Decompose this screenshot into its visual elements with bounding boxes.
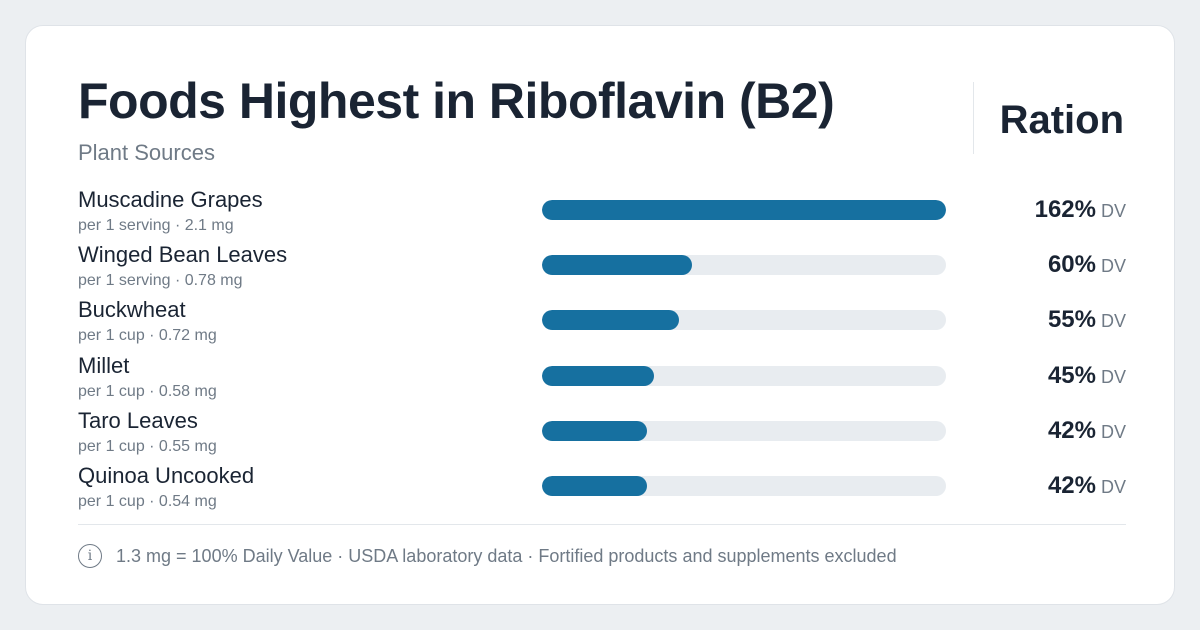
bar-row: Muscadine Grapes per 1 serving · 2.1 mg 16… <box>78 186 1126 241</box>
food-name: Muscadine Grapes <box>78 187 263 212</box>
food-serving-detail: per 1 cup · 0.58 mg <box>78 382 217 400</box>
footer-divider <box>78 524 1126 525</box>
chart-card: Foods Highest in Riboflavin (B2) Plant S… <box>25 25 1175 605</box>
value-label: 42% DV <box>1048 417 1126 445</box>
page-subtitle: Plant Sources <box>78 140 215 165</box>
percent-value: 42% <box>1047 416 1096 444</box>
bar-row: Quinoa Uncooked per 1 cup · 0.54 mg 42% DV <box>78 462 1126 517</box>
bar-row: Taro Leaves per 1 cup · 0.55 mg 42% DV <box>78 407 1126 462</box>
page-title: Foods Highest in Riboflavin (B2) <box>78 73 835 129</box>
value-label: 162% DV <box>1035 196 1126 224</box>
bar <box>542 255 692 276</box>
percent-value: 45% <box>1047 361 1096 389</box>
bar-list: Muscadine Grapes per 1 serving · 2.1 mg 16… <box>78 186 1126 517</box>
bar-track <box>542 255 946 276</box>
value-label: 42% DV <box>1048 472 1126 500</box>
header-divider <box>973 82 974 154</box>
bar-row: Winged Bean Leaves per 1 serving · 0.78 m… <box>78 241 1126 296</box>
food-serving-detail: per 1 cup · 0.55 mg <box>78 437 217 455</box>
bar <box>542 475 647 496</box>
bar-row: Millet per 1 cup · 0.58 mg 45% DV <box>78 352 1126 407</box>
bar <box>542 310 680 331</box>
food-name: Winged Bean Leaves <box>78 242 288 268</box>
bar <box>542 365 655 386</box>
food-name: Millet <box>78 352 130 378</box>
unit-label: DV <box>1100 311 1126 332</box>
percent-value: 55% <box>1047 306 1096 334</box>
bar-track <box>542 365 946 386</box>
value-label: 55% DV <box>1048 306 1126 334</box>
bar-track <box>542 310 946 331</box>
percent-value: 162% <box>1034 196 1096 223</box>
bar <box>542 200 946 220</box>
unit-label: DV <box>1100 201 1126 221</box>
percent-value: 42% <box>1047 471 1096 499</box>
bar-track <box>542 200 946 220</box>
food-name: Quinoa Uncooked <box>78 462 255 488</box>
value-label: 45% DV <box>1048 362 1126 390</box>
brand-logo: Ration <box>999 98 1124 142</box>
info-icon: i <box>78 544 102 568</box>
percent-value: 60% <box>1047 251 1096 279</box>
unit-label: DV <box>1100 421 1126 442</box>
food-name: Buckwheat <box>78 297 186 323</box>
food-serving-detail: per 1 cup · 0.72 mg <box>78 327 217 345</box>
unit-label: DV <box>1100 476 1126 497</box>
footer: i 1.3 mg = 100% Daily Value · USDA labor… <box>78 544 897 568</box>
food-serving-detail: per 1 cup · 0.54 mg <box>78 492 217 510</box>
unit-label: DV <box>1100 256 1126 277</box>
food-serving-detail: per 1 serving · 0.78 mg <box>78 272 243 290</box>
bar-track <box>542 475 946 496</box>
food-serving-detail: per 1 serving · 2.1 mg <box>78 217 234 234</box>
unit-label: DV <box>1100 366 1126 387</box>
food-name: Taro Leaves <box>78 407 198 433</box>
footer-note: 1.3 mg = 100% Daily Value · USDA laborat… <box>116 545 897 566</box>
bar <box>542 420 647 441</box>
bar-row: Buckwheat per 1 cup · 0.72 mg 55% DV <box>78 296 1126 351</box>
bar-track <box>542 420 946 441</box>
value-label: 60% DV <box>1048 251 1126 279</box>
